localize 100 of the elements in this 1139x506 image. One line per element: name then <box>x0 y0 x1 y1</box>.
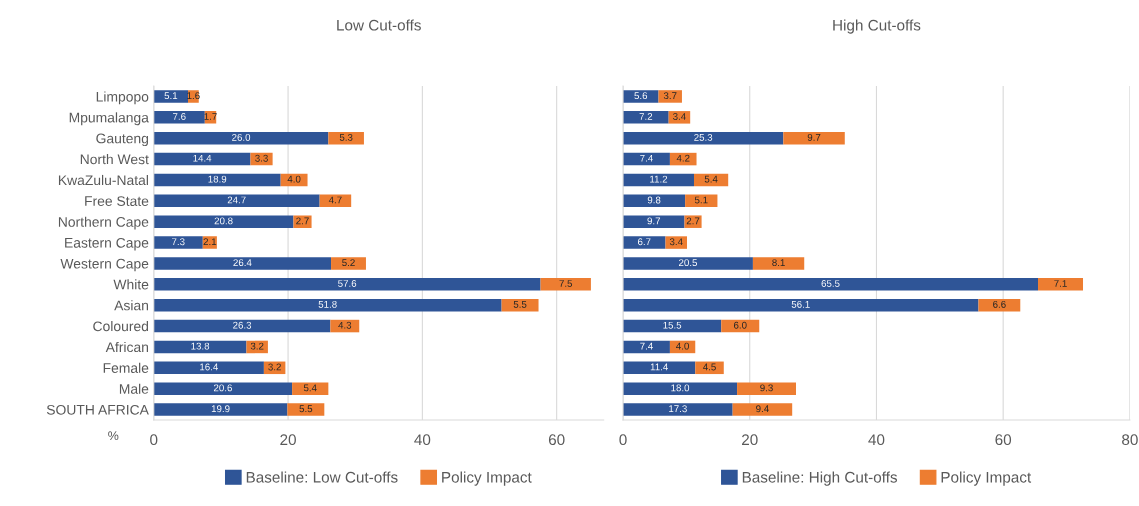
bar <box>153 215 294 228</box>
bar <box>623 90 659 103</box>
bar <box>153 340 247 354</box>
data-label: 7.1 <box>1054 280 1067 287</box>
y-tick-label: White <box>113 279 149 290</box>
bar <box>501 298 539 312</box>
y-tick-label: Northern Cape <box>58 216 149 230</box>
bar <box>783 131 845 145</box>
chart-title: High Cut-offs <box>833 19 921 34</box>
bar <box>695 361 724 375</box>
bar <box>623 298 979 312</box>
y-tick-label: Coloured <box>93 321 149 332</box>
data-label: 25.3 <box>694 133 713 141</box>
chart-title: Low Cut-offs <box>337 19 421 31</box>
bar <box>540 278 591 291</box>
data-label: 26.3 <box>233 321 252 329</box>
data-label: 2.7 <box>296 217 309 225</box>
y-tick-label: KwaZulu-Natal <box>58 174 148 186</box>
data-label: 11.4 <box>650 363 668 371</box>
bar <box>153 382 293 395</box>
data-label: 57.6 <box>338 280 357 287</box>
data-label: 5.2 <box>342 259 355 267</box>
y-tick-label: Gauteng <box>96 133 149 147</box>
data-label: 6.0 <box>733 321 747 329</box>
data-label: 5.4 <box>704 175 718 183</box>
y-tick-label: Free State <box>85 196 149 206</box>
bar <box>623 278 1039 291</box>
data-label: 9.7 <box>807 133 821 141</box>
bar <box>623 361 696 375</box>
data-label: 2.7 <box>686 217 700 225</box>
bar <box>623 340 670 354</box>
bar <box>693 173 729 187</box>
bar <box>153 278 541 291</box>
data-label: 20.8 <box>214 217 233 225</box>
bar <box>153 236 203 249</box>
bar <box>721 319 760 333</box>
data-label: 4.0 <box>287 175 301 183</box>
data-label: 14.4 <box>193 154 212 162</box>
data-label: 5.1 <box>164 92 178 100</box>
bar <box>623 236 666 249</box>
legend-label: Baseline: High Cut-offs <box>742 471 898 486</box>
y-tick-label: Limpopo <box>96 91 149 105</box>
data-label: 20.5 <box>679 259 698 267</box>
data-label: 19.9 <box>211 405 230 413</box>
x-tick-label: 60 <box>548 434 565 446</box>
data-label: 4.7 <box>328 196 342 204</box>
data-label: 7.6 <box>173 113 186 120</box>
bar <box>623 111 669 124</box>
bar <box>623 257 753 270</box>
data-label: 13.8 <box>191 342 210 350</box>
data-label: 7.4 <box>640 154 653 162</box>
data-label: 51.8 <box>318 300 337 308</box>
data-label: 3.4 <box>673 113 686 120</box>
data-label: 9.7 <box>647 217 661 225</box>
x-tick-label: 80 <box>1122 434 1138 446</box>
bar <box>328 131 364 145</box>
legend-label: Policy Impact <box>941 471 1032 486</box>
bar <box>153 361 264 375</box>
data-label: 4.2 <box>676 154 690 162</box>
data-label: 5.5 <box>299 405 313 413</box>
data-label: 3.3 <box>255 154 268 162</box>
data-label: 6.7 <box>637 238 651 246</box>
bar <box>1038 278 1083 291</box>
data-label: 7.2 <box>639 113 653 120</box>
bar <box>623 173 694 187</box>
bar <box>153 194 320 208</box>
x-axis-title: % <box>108 431 119 440</box>
bar <box>153 403 288 416</box>
x-tick-label: 0 <box>619 434 627 446</box>
data-label: 4.0 <box>676 342 689 350</box>
y-tick-label: Asian <box>114 300 148 311</box>
data-label: 3.7 <box>663 92 677 100</box>
x-tick-label: 40 <box>414 434 431 446</box>
bar <box>665 236 688 249</box>
data-label: 16.4 <box>200 363 219 371</box>
bar <box>153 257 332 270</box>
legend-label: Policy Impact <box>442 471 532 486</box>
y-tick-label: North West <box>80 154 149 165</box>
bar <box>153 111 205 124</box>
data-label: 11.2 <box>650 175 668 183</box>
data-label: 3.2 <box>250 342 264 350</box>
bar <box>319 194 352 208</box>
bar <box>623 131 784 145</box>
data-label: 20.6 <box>213 384 232 392</box>
data-label: 3.4 <box>669 238 683 246</box>
data-label: 7.5 <box>559 280 573 287</box>
x-tick-label: 20 <box>280 434 296 446</box>
bar <box>153 173 281 187</box>
data-label: 56.1 <box>791 300 810 308</box>
bar <box>623 403 733 416</box>
data-label: 5.3 <box>339 133 353 141</box>
bar <box>153 319 331 333</box>
bar <box>737 382 796 395</box>
data-label: 15.5 <box>663 321 682 329</box>
data-label: 18.9 <box>208 175 227 183</box>
data-label: 26.0 <box>232 133 251 141</box>
data-label: 2.1 <box>203 238 217 246</box>
data-label: 18.0 <box>671 384 690 392</box>
data-label: 65.5 <box>821 280 840 287</box>
bar <box>623 319 722 333</box>
